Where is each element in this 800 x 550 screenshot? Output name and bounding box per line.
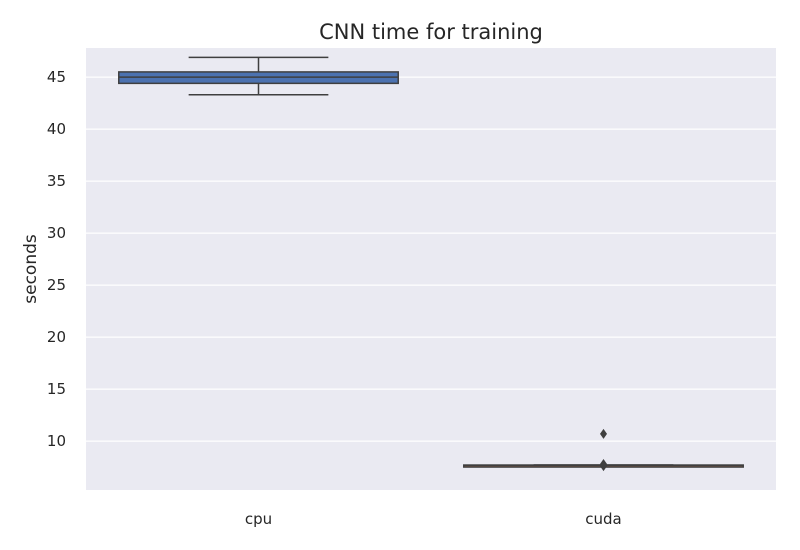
x-tick-label-cuda: cuda <box>585 510 621 528</box>
y-tick-label: 25 <box>47 276 66 294</box>
chart-title: CNN time for training <box>319 20 543 44</box>
y-tick-label: 30 <box>47 224 66 242</box>
y-tick-label: 45 <box>47 68 66 86</box>
y-tick-label: 35 <box>47 172 66 190</box>
y-tick-label: 20 <box>47 328 66 346</box>
y-tick-label: 10 <box>47 432 66 450</box>
y-tick-labels: 10 15 20 25 30 35 40 45 <box>47 68 66 450</box>
x-tick-labels: cpu cuda <box>245 510 622 528</box>
y-tick-label: 40 <box>47 120 66 138</box>
cuda-outlier-point <box>600 428 607 439</box>
x-tick-label-cpu: cpu <box>245 510 272 528</box>
y-tick-label: 15 <box>47 380 66 398</box>
boxes-layer <box>118 56 744 472</box>
cuda-outlier-point <box>600 461 607 472</box>
grid-lines <box>86 76 776 442</box>
plot-background <box>86 48 776 490</box>
y-axis-title: seconds <box>21 234 41 304</box>
